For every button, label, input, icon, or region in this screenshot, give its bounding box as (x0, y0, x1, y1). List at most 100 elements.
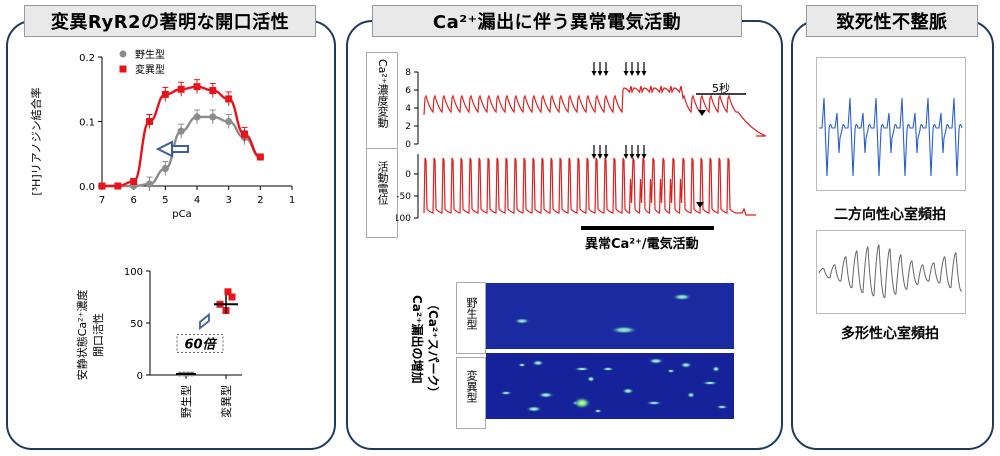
stimulus-arrowhead-icon (635, 71, 641, 76)
data-point-mutant (193, 83, 201, 91)
stimulus-arrowhead-icon (641, 154, 647, 159)
stimulus-arrowhead-icon (591, 71, 597, 76)
data-point-wild (161, 164, 169, 173)
legend-label-mutant: 変異型 (135, 63, 165, 76)
x-tick-label: 7 (99, 195, 105, 206)
data-point-wild (177, 127, 185, 135)
row-wild-label: 野生型 (465, 297, 478, 330)
spark-mutant (594, 409, 602, 413)
stimulus-arrowhead-icon (597, 154, 603, 159)
stimulus-arrowhead-icon (603, 71, 609, 76)
ecg-bidirectional (816, 57, 966, 191)
caption-bidirectional: 二方向性心室頻拍 (834, 207, 946, 223)
data-point-wild (145, 180, 154, 188)
data-point-wild (193, 113, 201, 121)
row-wild-box: 野生型 (456, 282, 486, 354)
fold-annotation: 60倍 (184, 336, 217, 352)
imaging-label: Ca²⁺漏出の増加 （Ca²⁺スパーク） (400, 290, 441, 440)
trace1-label: Ca²⁺濃度変動 (376, 59, 389, 128)
spark-mutant (587, 376, 595, 382)
legend-marker-mutant (119, 65, 127, 73)
action-potential-trace (423, 157, 756, 216)
spark-wild (610, 326, 638, 334)
shift-arrow-icon (155, 140, 189, 158)
spark-mutant (500, 391, 512, 395)
legend-label-wild: 野生型 (135, 48, 165, 61)
data-point-mutant (224, 288, 232, 296)
stimulus-arrowhead-icon (603, 154, 609, 159)
data-point-mutant (98, 182, 106, 190)
spark-mutant (667, 369, 675, 373)
stimulus-arrowhead-icon (597, 71, 603, 76)
ecg-polymorphic-trace (818, 244, 963, 298)
stimulus-arrowhead-icon (623, 71, 629, 76)
data-point-mutant (225, 95, 233, 103)
spark-mutant (646, 401, 662, 405)
data-point-mutant (228, 293, 236, 301)
legend-marker-wild (119, 50, 127, 58)
y-tick-label: 0.2 (79, 53, 95, 64)
spark-mutant (538, 392, 554, 398)
calcium-imaging (486, 283, 734, 419)
imaging-label-line2: （Ca²⁺スパーク） (426, 298, 440, 399)
data-point-wild (209, 113, 217, 121)
x-tick-label: 変異型 (219, 385, 233, 418)
data-point-mutant (114, 182, 122, 190)
stimulus-arrowhead-icon (629, 154, 635, 159)
spark-mutant (518, 363, 526, 367)
data-point-mutant (146, 118, 153, 125)
spark-mutant (716, 405, 728, 409)
y-tick-label: 0.0 (79, 182, 95, 193)
stimulus-arrowhead-icon (641, 71, 647, 76)
increase-arrow-icon (199, 312, 210, 331)
spark-mutant (602, 367, 614, 371)
row-mutant-label: 変異型 (465, 370, 478, 403)
trace1-label-box: Ca²⁺濃度変動 (366, 52, 398, 149)
data-point-mutant (161, 90, 169, 98)
y-axis-label: [³H]リアノジン結合率 (29, 87, 43, 195)
x-tick-label: 6 (130, 195, 136, 206)
trace2-label: 活動電位 (376, 161, 389, 205)
spark-mutant (680, 362, 692, 368)
ecg-polymorphic (816, 230, 966, 314)
data-point-mutant (177, 85, 185, 93)
trace1-tick-label: 8 (405, 68, 411, 78)
trace-chart: 8 6 4 2 0 0 -50 -100 (396, 62, 766, 230)
x-tick-label: 3 (225, 195, 231, 206)
ecg-bidirectional-trace (819, 97, 963, 177)
middle-panel-title: Ca²⁺漏出に伴う異常電気活動 (372, 5, 742, 37)
end-marker-icon (696, 202, 704, 208)
imaging-mutant-frame (486, 353, 734, 419)
trace2-tick-label: -50 (396, 192, 411, 202)
abnormal-activity-label: 異常Ca²⁺/電気活動 (585, 237, 699, 252)
data-point-mutant (130, 177, 138, 185)
trace1-tick-label: 0 (405, 140, 411, 150)
trace2-tick-label: -100 (396, 214, 411, 224)
imaging-label-svg: Ca²⁺漏出の増加 （Ca²⁺スパーク） (410, 295, 441, 399)
y-tick-label: 0 (137, 371, 143, 382)
trace1-tick-label: 6 (405, 86, 411, 96)
spark-mutant (648, 358, 664, 364)
resting-activity-chart: 0 50 100 野生型 変異型 安静状態Ca²⁺濃度 開口活性 60倍 (75, 267, 242, 418)
x-tick-label: 1 (289, 195, 295, 206)
stimulus-arrowhead-icon (635, 154, 641, 159)
spark-mutant (687, 392, 695, 398)
data-point-mutant (256, 153, 264, 161)
spark-wild (672, 293, 692, 301)
x-tick-label: 2 (257, 195, 263, 206)
spark-mutant (712, 366, 720, 372)
spark-wild (514, 318, 530, 324)
spark-mutant (532, 360, 544, 366)
spark-mutant (622, 388, 634, 394)
y-axis-label-line1: 安静状態Ca²⁺濃度 (75, 290, 89, 381)
row-mutant-box: 変異型 (456, 357, 486, 429)
scale-bar-label: 5秒 (712, 82, 730, 95)
data-point-wild (225, 117, 233, 126)
y-tick-label: 50 (130, 319, 143, 330)
x-axis-label: pCa (172, 209, 191, 220)
y-tick-label: 0.1 (79, 118, 95, 129)
x-tick-label: 5 (162, 195, 168, 206)
left-panel (6, 20, 336, 450)
x-tick-label: 野生型 (179, 385, 193, 418)
trace1-tick-label: 2 (405, 122, 411, 132)
